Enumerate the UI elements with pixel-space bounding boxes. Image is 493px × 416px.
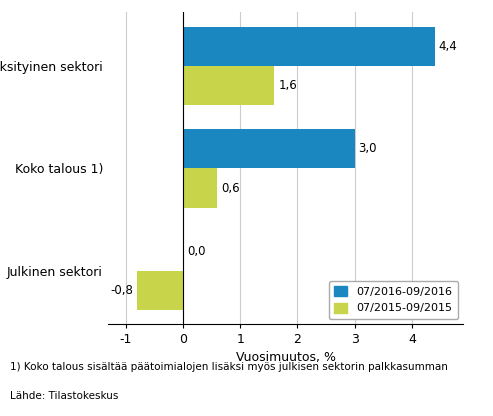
Bar bbox=[183, 66, 275, 105]
Bar bbox=[183, 168, 217, 208]
Text: 4,4: 4,4 bbox=[439, 40, 458, 53]
X-axis label: Vuosimuutos, %: Vuosimuutos, % bbox=[236, 352, 336, 364]
Bar bbox=[183, 129, 354, 168]
Text: Lähde: Tilastokeskus: Lähde: Tilastokeskus bbox=[10, 391, 118, 401]
Bar bbox=[137, 271, 183, 310]
Text: -0,8: -0,8 bbox=[110, 284, 133, 297]
Bar bbox=[183, 27, 435, 66]
Text: 1,6: 1,6 bbox=[279, 79, 297, 92]
Text: 1) Koko talous sisältää päätoimialojen lisäksi myös julkisen sektorin palkkasumm: 1) Koko talous sisältää päätoimialojen l… bbox=[10, 362, 448, 372]
Text: 0,6: 0,6 bbox=[221, 181, 240, 195]
Legend: 07/2016-09/2016, 07/2015-09/2015: 07/2016-09/2016, 07/2015-09/2015 bbox=[328, 281, 458, 319]
Text: 3,0: 3,0 bbox=[358, 142, 377, 156]
Text: 0,0: 0,0 bbox=[187, 245, 206, 258]
